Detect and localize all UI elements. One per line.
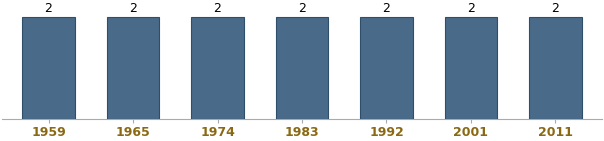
Bar	[191, 17, 243, 119]
Text: 2: 2	[129, 2, 137, 15]
Text: 2: 2	[551, 2, 559, 15]
Bar	[276, 17, 328, 119]
Bar	[22, 17, 75, 119]
Bar	[107, 17, 159, 119]
Bar	[445, 17, 497, 119]
Text: 2: 2	[45, 2, 53, 15]
Text: 2: 2	[214, 2, 222, 15]
Bar	[529, 17, 582, 119]
Bar	[361, 17, 413, 119]
Text: 2: 2	[298, 2, 306, 15]
Text: 2: 2	[467, 2, 475, 15]
Text: 2: 2	[382, 2, 390, 15]
